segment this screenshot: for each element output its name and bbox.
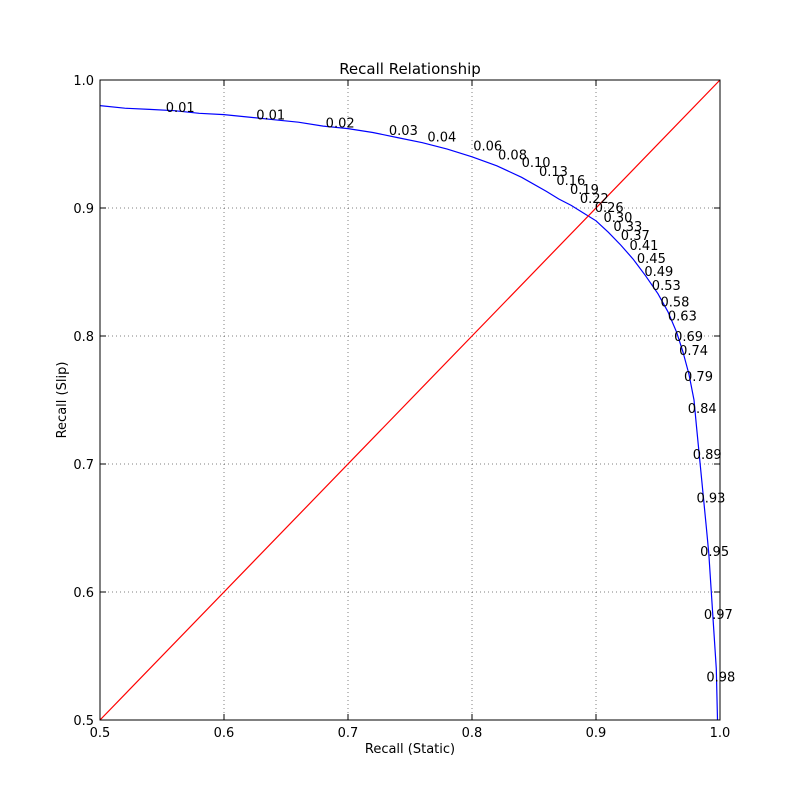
threshold-annotation: 0.22 bbox=[580, 192, 609, 207]
threshold-annotation: 0.10 bbox=[522, 156, 551, 171]
threshold-annotation: 0.89 bbox=[693, 448, 722, 463]
threshold-annotation: 0.74 bbox=[679, 344, 708, 359]
threshold-annotation: 0.53 bbox=[652, 279, 681, 294]
x-tick-label: 0.6 bbox=[214, 726, 235, 741]
x-tick-label: 0.8 bbox=[462, 726, 483, 741]
threshold-annotation: 0.03 bbox=[389, 124, 418, 139]
threshold-annotation: 0.30 bbox=[603, 211, 632, 226]
threshold-annotation: 0.08 bbox=[498, 148, 527, 163]
y-tick-label: 0.8 bbox=[73, 330, 94, 345]
threshold-annotation: 0.13 bbox=[539, 165, 568, 180]
threshold-annotation: 0.02 bbox=[326, 116, 355, 131]
threshold-annotation: 0.69 bbox=[674, 330, 703, 345]
threshold-annotation: 0.84 bbox=[688, 402, 717, 417]
threshold-annotation: 0.16 bbox=[556, 174, 585, 189]
y-tick-label: 0.9 bbox=[73, 202, 94, 217]
threshold-annotation: 0.33 bbox=[613, 220, 642, 235]
threshold-annotation: 0.93 bbox=[696, 491, 725, 506]
threshold-annotation: 0.19 bbox=[570, 183, 599, 198]
threshold-annotation: 0.95 bbox=[700, 545, 729, 560]
plot-frame bbox=[99, 79, 721, 721]
threshold-annotation: 0.79 bbox=[684, 370, 713, 385]
series-lines bbox=[99, 79, 721, 721]
annotation-labels: 0.01 0.01 0.02 0.03 0.04 0.060.080.100.130.16… bbox=[166, 101, 736, 686]
y-tick-label: 0.6 bbox=[73, 586, 94, 601]
threshold-annotation: 0.26 bbox=[595, 201, 624, 216]
threshold-annotation: 0.06 bbox=[473, 139, 502, 154]
diagonal-reference-line bbox=[99, 79, 721, 721]
threshold-annotation: 0.41 bbox=[629, 239, 658, 254]
threshold-annotation: 0.97 bbox=[704, 608, 733, 623]
x-axis-ticks: 0.5 0.6 0.7 0.8 0.9 1.0 bbox=[90, 80, 731, 741]
threshold-annotation: 0.63 bbox=[668, 310, 697, 325]
y-tick-label: 0.7 bbox=[73, 458, 94, 473]
x-tick-label: 0.9 bbox=[586, 726, 607, 741]
chart-title: Recall Relationship bbox=[339, 60, 481, 78]
y-tick-label: 1.0 bbox=[73, 74, 94, 89]
threshold-annotation: 0.01 bbox=[256, 109, 285, 124]
recall-curve-line bbox=[99, 105, 719, 721]
threshold-annotation: 0.49 bbox=[644, 265, 673, 280]
threshold-annotation: 0.58 bbox=[660, 296, 689, 311]
threshold-annotation: 0.04 bbox=[427, 130, 456, 145]
x-tick-label: 1.0 bbox=[710, 726, 731, 741]
y-tick-label: 0.5 bbox=[73, 714, 94, 729]
y-axis-title: Recall (Slip) bbox=[55, 362, 70, 439]
y-axis-ticks: 0.5 0.6 0.7 0.8 0.9 1.0 bbox=[73, 74, 720, 729]
threshold-annotation: 0.01 bbox=[166, 101, 195, 116]
x-axis-title: Recall (Static) bbox=[365, 742, 455, 757]
threshold-annotation: 0.37 bbox=[621, 229, 650, 244]
threshold-annotation: 0.98 bbox=[706, 671, 735, 686]
x-tick-label: 0.5 bbox=[90, 726, 111, 741]
threshold-annotation: 0.45 bbox=[637, 252, 666, 267]
x-tick-label: 0.7 bbox=[338, 726, 359, 741]
